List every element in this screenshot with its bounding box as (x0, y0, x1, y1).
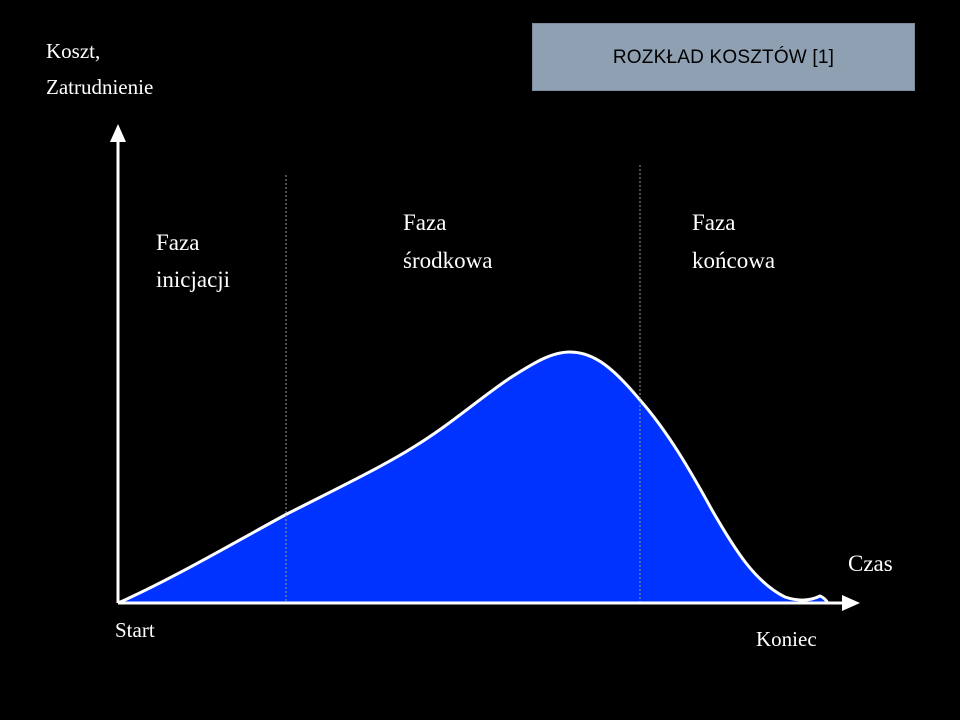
phase-label-final-line-2: końcowa (692, 248, 775, 273)
phase-label-final-line-1: Faza (692, 210, 735, 235)
start-label: Start (115, 618, 155, 642)
y-axis-label-line-1: Koszt, (46, 39, 100, 63)
y-axis-label-line-2: Zatrudnienie (46, 75, 153, 99)
phase-label-initiation-line-1: Faza (156, 230, 199, 255)
phase-label-middle-line-1: Faza (403, 210, 446, 235)
phase-label-middle-line-2: środkowa (403, 248, 492, 273)
cost-curve-area (118, 352, 828, 603)
x-axis-arrowhead (842, 595, 860, 611)
x-axis-label: Czas (848, 551, 893, 576)
end-label: Koniec (756, 627, 817, 651)
phase-label-initiation-line-2: inicjacji (156, 267, 230, 292)
title-box: ROZKŁAD KOSZTÓW [1] (532, 23, 915, 91)
cost-curve-line (117, 350, 830, 605)
slide-title: ROZKŁAD KOSZTÓW [1] (612, 47, 835, 68)
y-axis-arrowhead (110, 124, 126, 142)
